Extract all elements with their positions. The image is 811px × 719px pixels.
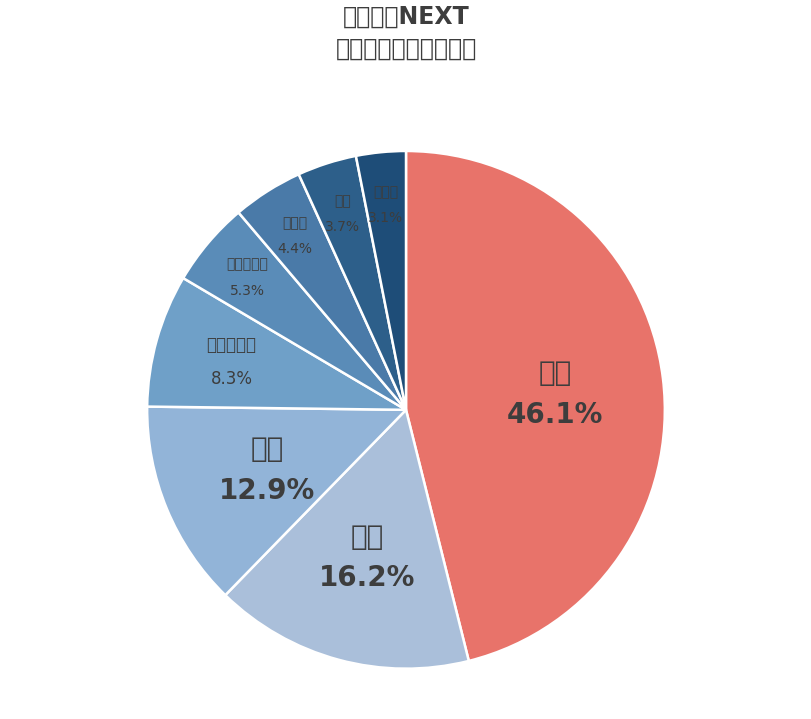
Text: 東海: 東海 (251, 435, 284, 463)
Text: 北海道: 北海道 (373, 185, 398, 199)
Text: 3.1%: 3.1% (368, 211, 403, 225)
Text: 5.3%: 5.3% (230, 283, 265, 298)
Wedge shape (147, 278, 406, 410)
Text: 中国・四国: 中国・四国 (226, 257, 268, 272)
Text: 九州・沖縄: 九州・沖縄 (206, 336, 256, 354)
Text: 関西: 関西 (350, 523, 383, 551)
Text: 北信越: 北信越 (282, 216, 307, 230)
Title: リクナビNEXT
勤務地別求人数の内訳: リクナビNEXT 勤務地別求人数の内訳 (335, 5, 476, 60)
Wedge shape (147, 406, 406, 595)
Wedge shape (355, 151, 406, 410)
Text: 8.3%: 8.3% (210, 370, 252, 388)
Wedge shape (183, 213, 406, 410)
Text: 関東: 関東 (538, 360, 571, 388)
Wedge shape (238, 174, 406, 410)
Text: 46.1%: 46.1% (506, 400, 603, 429)
Text: 12.9%: 12.9% (219, 477, 315, 505)
Text: 4.4%: 4.4% (277, 242, 312, 256)
Wedge shape (406, 151, 664, 661)
Wedge shape (225, 410, 468, 669)
Text: 16.2%: 16.2% (318, 564, 414, 592)
Text: 3.7%: 3.7% (324, 220, 360, 234)
Text: 東北: 東北 (334, 194, 350, 208)
Wedge shape (298, 156, 406, 410)
